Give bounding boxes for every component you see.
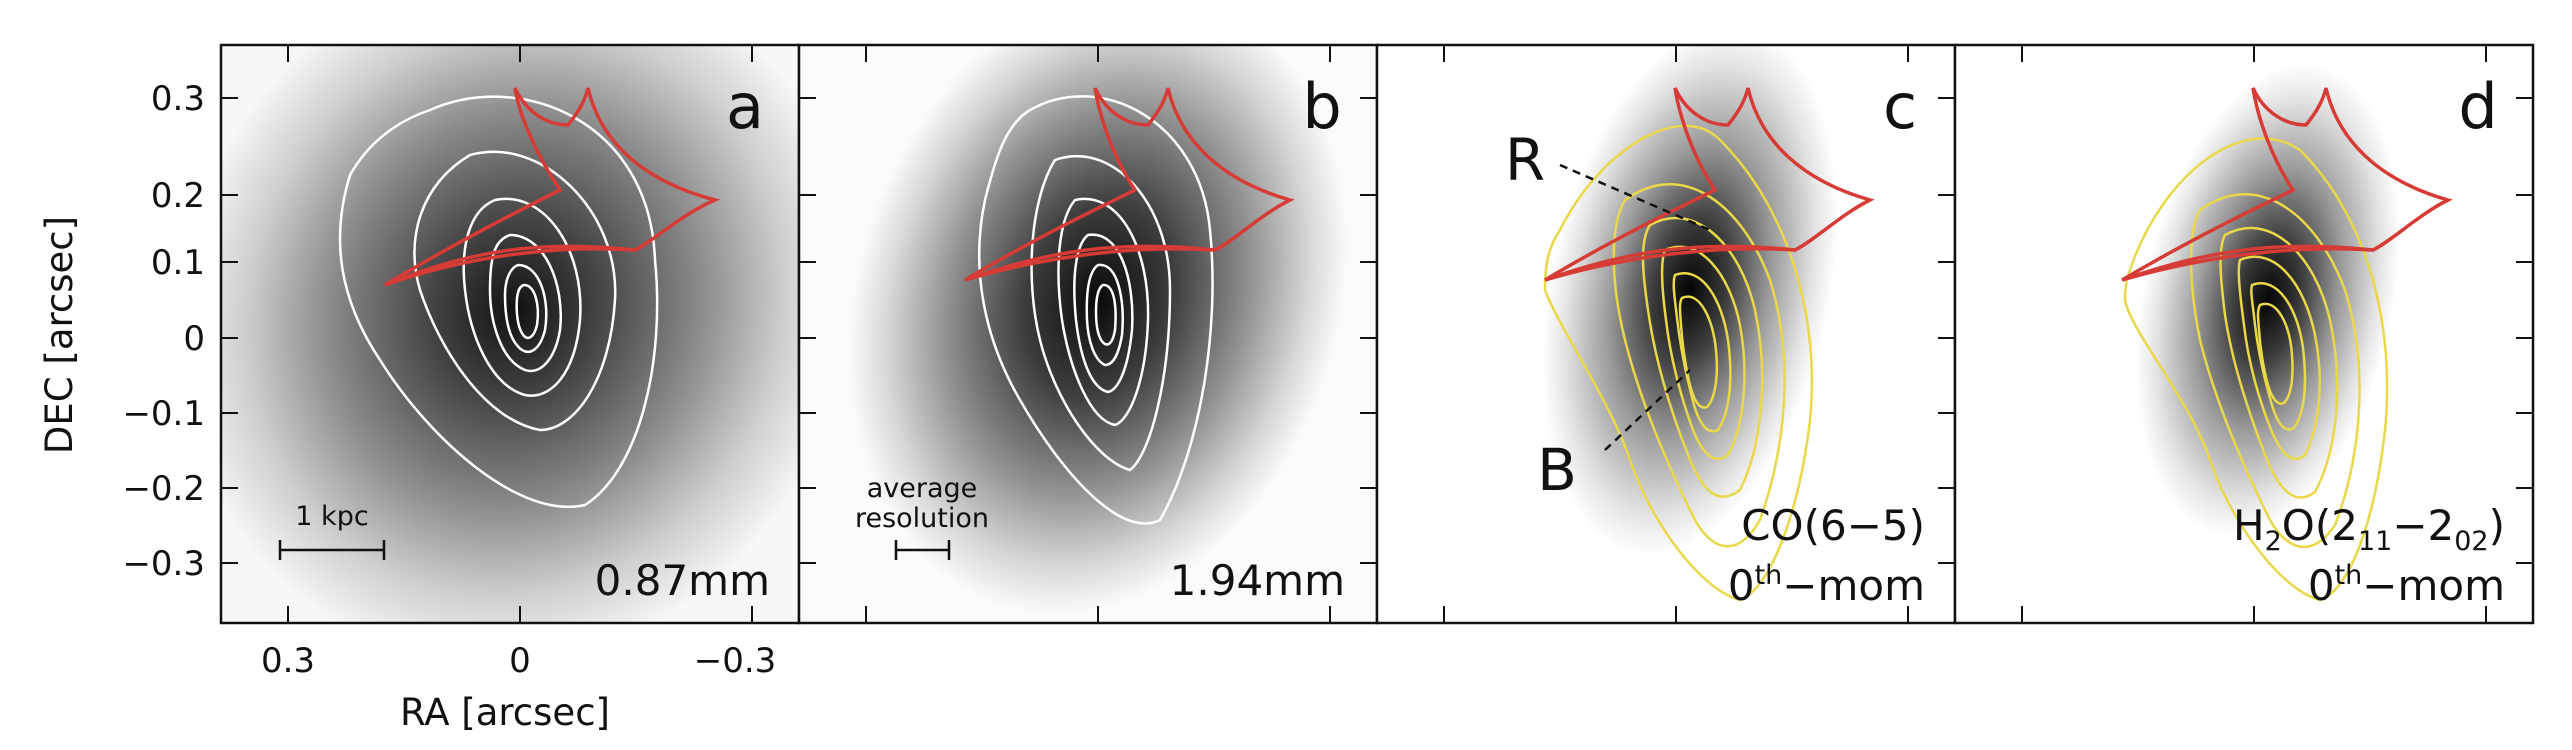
marker-line-b bbox=[1604, 369, 1691, 451]
contours-a bbox=[338, 95, 659, 508]
panel-a: a 0.87mm 1 kpc bbox=[219, 43, 801, 625]
ticks-b bbox=[799, 45, 1377, 623]
band-label-c-line1: CO(6−5) bbox=[1741, 501, 1925, 550]
x-axis-title: RA [arcsec] bbox=[400, 691, 610, 734]
x-tick-label: 0 bbox=[509, 641, 531, 681]
contours-d bbox=[2123, 137, 2389, 602]
contours-c bbox=[1543, 124, 1814, 602]
y-axis-title: DEC [arcsec] bbox=[38, 216, 81, 454]
x-tick-label: −0.3 bbox=[694, 641, 777, 681]
y-tick-label: −0.3 bbox=[122, 544, 205, 584]
emission-map-d bbox=[2135, 63, 2401, 537]
caustic-b bbox=[964, 87, 1295, 282]
x-tick-label: 0.3 bbox=[261, 641, 315, 681]
ticks-a bbox=[221, 45, 753, 623]
band-label-a: 0.87mm bbox=[595, 556, 770, 605]
ticks-c bbox=[1443, 45, 1955, 623]
band-label-d-line2: 0th−mom bbox=[2308, 560, 2505, 610]
y-tick-label: −0.2 bbox=[122, 469, 205, 509]
y-tick-label: −0.1 bbox=[122, 394, 205, 434]
panel-letter-a: a bbox=[726, 70, 764, 143]
y-tick-label: 0.3 bbox=[151, 79, 205, 119]
panel-c: c R B CO(6−5) 0th−mom bbox=[1375, 43, 1957, 625]
band-label-b: 1.94mm bbox=[1170, 556, 1345, 605]
caustic-a bbox=[384, 87, 721, 287]
marker-r: R bbox=[1505, 126, 1545, 194]
panel-letter-b: b bbox=[1302, 70, 1341, 143]
ticks-d bbox=[2021, 45, 2533, 623]
caustic-d bbox=[2121, 87, 2453, 282]
y-tick-label: 0.1 bbox=[151, 243, 205, 283]
panel-b: b 1.94mm average resolution bbox=[797, 43, 1379, 625]
y-tick-label: 0.2 bbox=[151, 176, 205, 216]
band-label-d-line1: H2O(211−202) bbox=[2233, 501, 2505, 557]
panel-letter-d: d bbox=[2458, 70, 2497, 143]
y-tick-labels: 0.3 0.2 0.1 0 −0.1 −0.2 −0.3 bbox=[122, 79, 205, 584]
x-tick-labels: 0.3 0 −0.3 bbox=[261, 641, 776, 681]
caustic-c bbox=[1544, 87, 1875, 282]
band-label-c-line2: 0th−mom bbox=[1728, 560, 1925, 610]
panel-d: d H2O(211−202) 0th−mom bbox=[1953, 43, 2535, 625]
marker-b: B bbox=[1537, 436, 1577, 504]
emission-map-a bbox=[221, 45, 799, 623]
scalebar-label-a: 1 kpc bbox=[295, 501, 368, 532]
emission-map-b bbox=[849, 45, 1347, 614]
y-tick-label: 0 bbox=[183, 319, 205, 359]
panel-letter-c: c bbox=[1883, 70, 1917, 143]
scalebar-label-b-line1: average bbox=[867, 473, 978, 504]
scalebar-label-b-line2: resolution bbox=[855, 503, 989, 534]
